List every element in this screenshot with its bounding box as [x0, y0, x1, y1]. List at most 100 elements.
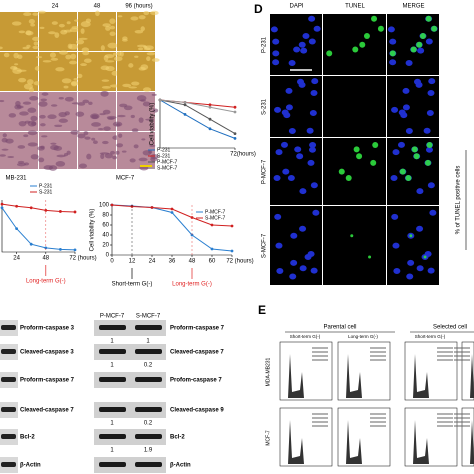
cell	[78, 37, 88, 40]
nucleus	[424, 250, 432, 257]
data-point	[183, 101, 187, 104]
nucleus	[288, 59, 296, 66]
fluorescence-image	[323, 76, 386, 137]
fluorescence-image	[323, 206, 386, 285]
x-tick-label: 36	[169, 259, 176, 265]
column-label: DAPI	[289, 4, 303, 10]
histogram	[464, 420, 474, 464]
nucleus	[425, 38, 433, 45]
x-tick-label: 72(hours)	[230, 152, 256, 158]
tunel-signal	[350, 234, 354, 238]
cell	[40, 123, 46, 127]
nucleus	[312, 209, 320, 216]
nucleus	[275, 149, 283, 156]
quantification: 0.2	[144, 363, 153, 369]
data-point	[208, 117, 212, 121]
data-point	[233, 132, 237, 136]
cell	[54, 124, 63, 128]
cell	[150, 10, 159, 16]
tunel-signal	[425, 15, 432, 22]
blot-label: Proform-caspase 3	[20, 326, 75, 332]
cell	[0, 46, 3, 50]
data-point	[29, 206, 33, 210]
y-tick-label: 20	[102, 243, 109, 249]
cell	[107, 42, 118, 49]
cell	[28, 19, 35, 24]
micrograph	[39, 52, 77, 91]
cell	[128, 63, 134, 68]
nucleus	[276, 268, 284, 275]
cell	[24, 120, 31, 124]
data-point	[208, 103, 212, 107]
cell	[50, 57, 59, 61]
tunel-signal	[423, 255, 427, 259]
nucleus	[406, 273, 414, 280]
cell	[103, 126, 111, 131]
cell	[92, 140, 98, 145]
micrograph	[117, 92, 155, 131]
x-tick-label: 48	[189, 259, 196, 265]
cell	[35, 56, 43, 59]
tunel-signal	[424, 159, 431, 166]
cell	[102, 140, 109, 145]
nucleus	[285, 87, 293, 94]
quantification: 1	[146, 339, 150, 345]
cell	[27, 142, 38, 147]
cell	[33, 41, 39, 46]
cell	[131, 128, 139, 133]
fluorescence-image	[387, 14, 439, 75]
data-point	[183, 103, 187, 107]
cell	[18, 30, 26, 34]
nucleus	[311, 78, 319, 85]
nucleus	[299, 188, 307, 195]
nucleus	[299, 225, 307, 232]
cell	[138, 67, 146, 71]
nucleus	[274, 106, 282, 113]
cell	[104, 153, 113, 159]
band	[1, 407, 16, 412]
y-tick-label: 0	[106, 253, 110, 259]
blot-label: Bcl-2	[170, 435, 185, 441]
data-point	[59, 248, 62, 251]
data-point	[150, 206, 154, 209]
cell	[13, 52, 19, 59]
cell	[114, 56, 123, 62]
nucleus	[427, 182, 435, 189]
column-label: 96 (hours)	[125, 4, 152, 10]
nucleus	[416, 265, 424, 272]
cell	[19, 111, 29, 116]
y-axis-label: Cell viability (%)	[90, 209, 96, 252]
nucleus	[308, 146, 316, 153]
nucleus	[281, 109, 289, 116]
cell	[134, 30, 144, 34]
cell	[81, 47, 90, 53]
cell	[32, 12, 39, 16]
nucleus	[393, 268, 401, 275]
nucleus	[298, 41, 306, 48]
series-line	[159, 99, 236, 113]
tunel-signal	[368, 255, 372, 259]
cell	[142, 87, 152, 92]
cell	[100, 45, 105, 51]
nucleus	[405, 59, 413, 66]
cell	[141, 138, 146, 141]
cell	[58, 97, 64, 100]
nucleus	[300, 47, 308, 54]
cell	[152, 108, 159, 113]
cell	[54, 32, 60, 38]
nucleus	[423, 127, 431, 134]
x-tick-label: 60	[209, 259, 216, 265]
nucleus	[287, 175, 295, 182]
cell	[115, 150, 120, 155]
x-tick-label: 12	[129, 259, 136, 265]
nucleus	[290, 259, 298, 266]
nucleus	[392, 149, 400, 156]
legend-label: P-MCF-7	[157, 159, 177, 165]
x-tick-label: 72 (hours)	[69, 256, 96, 262]
blot-strip	[94, 457, 166, 473]
axis	[1, 200, 75, 253]
nucleus	[272, 50, 280, 57]
cell	[91, 122, 101, 127]
legend-label: P-231	[157, 147, 171, 153]
